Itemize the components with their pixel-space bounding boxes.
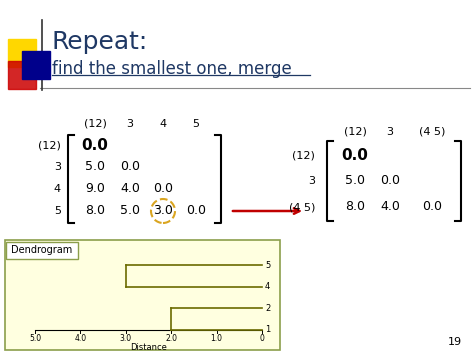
Text: 8.0: 8.0 [345,201,365,213]
Text: Distance: Distance [130,343,167,352]
Text: 4: 4 [265,282,270,291]
Bar [22,51,50,79]
Text: 3: 3 [386,127,393,137]
Text: 3.0: 3.0 [120,334,132,343]
Text: 1: 1 [265,326,270,334]
Text: (4 5): (4 5) [419,127,445,137]
Text: 0.0: 0.0 [186,204,206,218]
Text: 3: 3 [127,119,134,129]
Text: 0.0: 0.0 [120,160,140,174]
Text: 0.0: 0.0 [380,175,400,187]
Text: 4.0: 4.0 [380,201,400,213]
Text: 2.0: 2.0 [165,334,177,343]
Text: 0: 0 [260,334,264,343]
Text: find the smallest one, merge: find the smallest one, merge [52,60,292,78]
Text: 0.0: 0.0 [82,137,109,153]
Text: Dendrogram: Dendrogram [11,245,73,255]
Text: 0.0: 0.0 [422,201,442,213]
Text: (4 5): (4 5) [289,202,315,212]
Text: 4.0: 4.0 [74,334,86,343]
Bar [8,61,36,89]
FancyBboxPatch shape [6,242,78,259]
Bar [5,240,280,350]
Text: 5: 5 [192,119,200,129]
Text: Repeat:: Repeat: [52,30,148,54]
Text: 0.0: 0.0 [342,147,368,163]
Text: 0.0: 0.0 [153,182,173,196]
Text: 8.0: 8.0 [85,204,105,218]
Text: 5.0: 5.0 [29,334,41,343]
Text: 2: 2 [265,304,270,313]
Text: 5.0: 5.0 [120,204,140,218]
Text: 1.0: 1.0 [210,334,223,343]
Text: 4: 4 [159,119,166,129]
Text: 5: 5 [54,206,61,216]
Text: (12): (12) [38,140,61,150]
Text: 3: 3 [308,176,315,186]
Text: (12): (12) [83,119,107,129]
Text: (12): (12) [292,150,315,160]
Text: 5.0: 5.0 [85,160,105,174]
Text: 3: 3 [54,162,61,172]
Text: 9.0: 9.0 [85,182,105,196]
Text: 3.0: 3.0 [153,204,173,218]
Text: 5.0: 5.0 [345,175,365,187]
Text: (12): (12) [344,127,366,137]
Text: 19: 19 [448,337,462,347]
Text: 4: 4 [54,184,61,194]
Text: 5: 5 [265,261,270,269]
Bar [8,39,36,67]
Text: 4.0: 4.0 [120,182,140,196]
